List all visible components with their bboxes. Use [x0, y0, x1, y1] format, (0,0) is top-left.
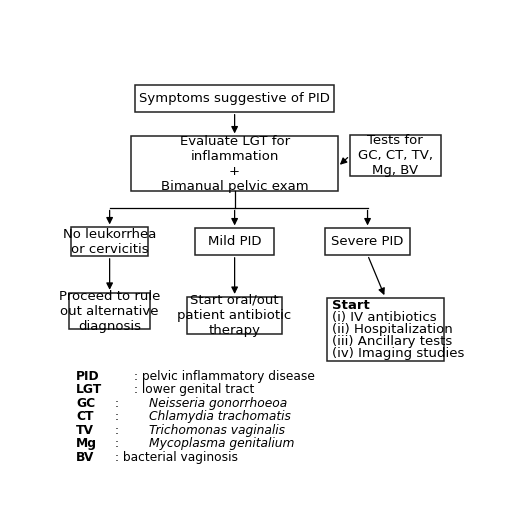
Text: (ii) Hospitalization: (ii) Hospitalization — [332, 323, 453, 336]
Text: BV: BV — [76, 451, 94, 464]
Text: Mycoplasma genitalium: Mycoplasma genitalium — [150, 438, 295, 450]
Text: (iii) Ancillary tests: (iii) Ancillary tests — [332, 335, 452, 348]
Bar — [325, 228, 410, 255]
Text: Proceed to rule
out alternative
diagnosis: Proceed to rule out alternative diagnosi… — [59, 289, 160, 332]
Bar — [327, 298, 444, 361]
Text: Tests for
GC, CT, TV,
Mg, BV: Tests for GC, CT, TV, Mg, BV — [358, 134, 433, 177]
Text: :: : — [115, 410, 123, 424]
Text: (iv) Imaging studies: (iv) Imaging studies — [332, 347, 464, 360]
Text: Mg: Mg — [76, 438, 97, 450]
Text: :: : — [115, 424, 123, 437]
Text: LGT: LGT — [76, 383, 102, 397]
Bar — [132, 136, 338, 192]
Text: Neisseria gonorrhoeoa: Neisseria gonorrhoeoa — [150, 397, 288, 410]
Text: No leukorrhea
or cervicitis: No leukorrhea or cervicitis — [63, 228, 156, 255]
Text: Trichomonas vaginalis: Trichomonas vaginalis — [150, 424, 286, 437]
Text: : pelvic inflammatory disease: : pelvic inflammatory disease — [134, 370, 315, 383]
Bar — [71, 227, 148, 256]
Text: Start oral/out
patient antibiotic
therapy: Start oral/out patient antibiotic therap… — [178, 294, 292, 337]
Text: Chlamydia trachomatis: Chlamydia trachomatis — [150, 410, 291, 424]
Text: Evaluate LGT for
inflammation
+
Bimanual pelvic exam: Evaluate LGT for inflammation + Bimanual… — [161, 135, 308, 193]
Bar — [350, 135, 441, 176]
Text: :: : — [115, 438, 123, 450]
Text: Start: Start — [332, 299, 369, 312]
Text: : bacterial vaginosis: : bacterial vaginosis — [115, 451, 238, 464]
Text: : lower genital tract: : lower genital tract — [134, 383, 255, 397]
Text: PID: PID — [76, 370, 99, 383]
Text: CT: CT — [76, 410, 93, 424]
Bar — [135, 85, 334, 112]
Text: Severe PID: Severe PID — [331, 235, 404, 248]
Bar — [187, 297, 282, 333]
Text: Symptoms suggestive of PID: Symptoms suggestive of PID — [139, 92, 330, 105]
Text: GC: GC — [76, 397, 95, 410]
Text: TV: TV — [76, 424, 94, 437]
Bar — [69, 293, 151, 329]
Text: :: : — [115, 397, 123, 410]
Bar — [195, 228, 274, 255]
Text: Mild PID: Mild PID — [208, 235, 261, 248]
Text: (i) IV antibiotics: (i) IV antibiotics — [332, 311, 436, 324]
